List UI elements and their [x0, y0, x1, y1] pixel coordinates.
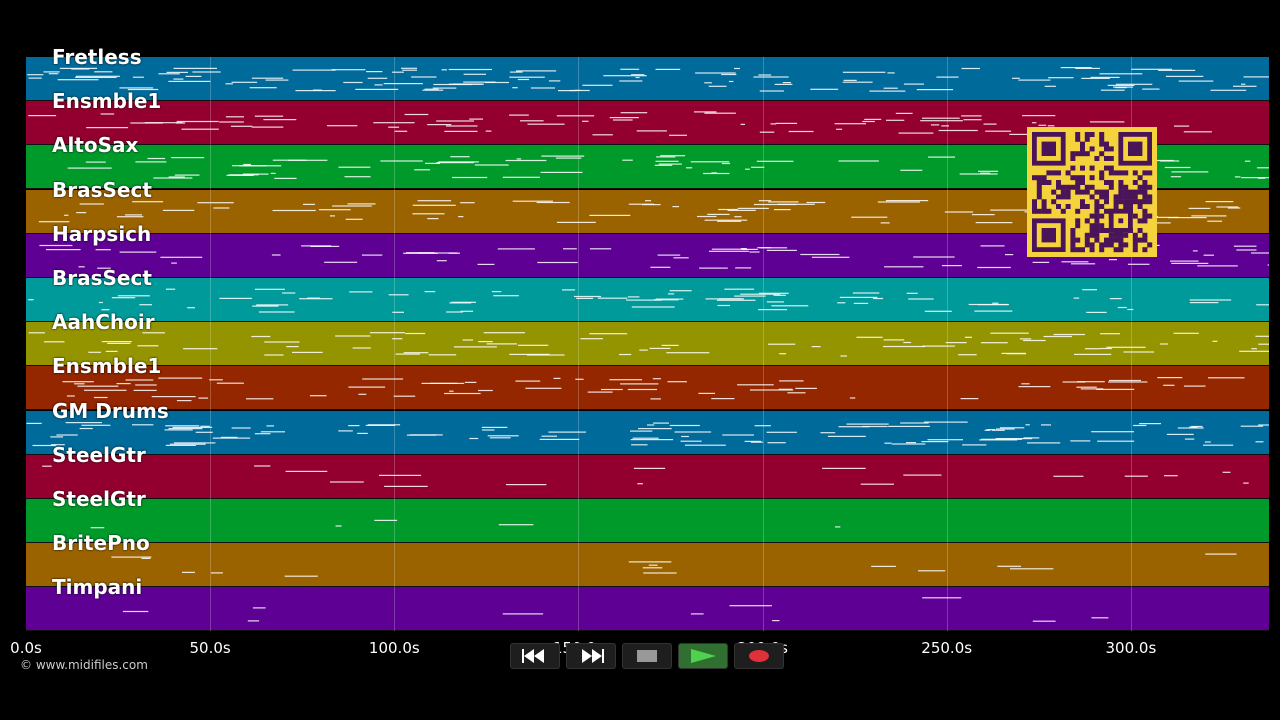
note-marks — [28, 332, 1269, 357]
fast-forward-icon — [582, 649, 604, 663]
gridline — [394, 57, 396, 631]
gridline — [210, 57, 212, 631]
track-name: Harpsich — [52, 221, 152, 246]
track-name: BrasSect — [52, 266, 152, 290]
note-marks — [42, 465, 1249, 487]
qr-code-icon — [1027, 127, 1157, 257]
note-marks — [122, 597, 1109, 623]
track-lane[interactable]: BrasSect — [26, 266, 1269, 322]
track-lane[interactable]: Ensmble1 — [26, 354, 1269, 411]
stop-button[interactable] — [622, 643, 672, 669]
note-marks — [111, 553, 1237, 577]
tick-label: 50.0s — [189, 639, 231, 657]
tick-label: 250.0s — [921, 639, 973, 657]
record-icon — [749, 650, 769, 662]
gridline — [946, 57, 948, 631]
play-icon — [691, 649, 716, 663]
stop-icon — [637, 650, 657, 662]
note-marks — [67, 155, 1269, 180]
track-name: Fretless — [52, 45, 142, 69]
track-name: SteelGtr — [52, 442, 146, 467]
tick-label: 100.0s — [368, 639, 420, 657]
track-lanes: Fretless Ensmble1 AltoSax BrasSect Harpsich B… — [26, 45, 1269, 632]
track-name: GM Drums — [52, 398, 169, 423]
rewind-button[interactable] — [510, 643, 560, 669]
track-lane[interactable]: GM Drums — [26, 399, 1269, 455]
track-name: AahChoir — [52, 310, 155, 335]
record-button[interactable] — [734, 643, 784, 669]
track-name: SteelGtr — [52, 487, 146, 511]
track-name: Ensmble1 — [52, 354, 162, 379]
track-lane[interactable]: Fretless — [26, 45, 1269, 101]
track-name: BritePno — [52, 531, 150, 556]
gridline — [1130, 57, 1132, 631]
fast-forward-button[interactable] — [566, 643, 616, 669]
copyright-text: © www.midifiles.com — [20, 658, 148, 672]
track-name: BrasSect — [52, 177, 152, 202]
track-lane[interactable]: SteelGtr — [26, 443, 1269, 499]
gridline — [578, 57, 580, 631]
note-marks — [27, 67, 1269, 92]
rewind-icon — [522, 649, 544, 663]
note-marks — [28, 288, 1269, 313]
track-name: Ensmble1 — [52, 89, 162, 114]
track-lane[interactable]: SteelGtr — [26, 487, 1269, 543]
transport-controls — [510, 643, 784, 669]
track-lane[interactable]: AahChoir — [26, 310, 1269, 367]
gridline — [762, 57, 764, 631]
track-lane[interactable]: Timpani — [26, 575, 1269, 632]
track-name: AltoSax — [52, 133, 139, 158]
tick-label: 300.0s — [1105, 639, 1157, 657]
play-button[interactable] — [678, 643, 728, 669]
tick-label: 0.0s — [10, 639, 42, 657]
note-marks — [26, 421, 1269, 446]
track-name: Timpani — [52, 575, 143, 600]
note-marks — [62, 377, 1245, 402]
track-lane[interactable]: BritePno — [26, 531, 1269, 588]
note-marks — [28, 111, 1212, 137]
note-marks — [90, 519, 841, 529]
